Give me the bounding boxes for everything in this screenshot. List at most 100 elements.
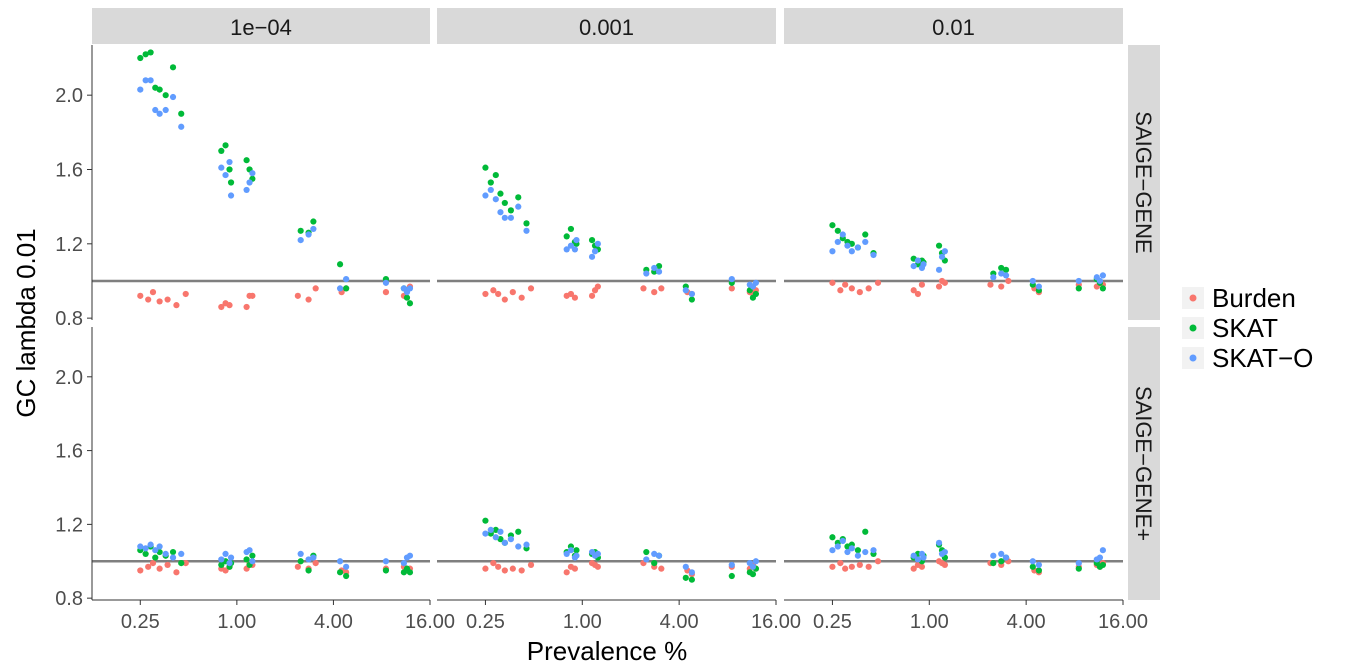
data-point [651, 264, 658, 272]
data-point [749, 571, 757, 578]
data-point [222, 567, 229, 574]
x-tick-label: 16.00 [405, 611, 455, 633]
data-point [406, 300, 414, 307]
strip-col-label-0: 1e−04 [230, 15, 292, 40]
data-point [162, 106, 169, 114]
x-tick-label: 16.00 [1098, 611, 1148, 633]
legend-key [1189, 324, 1197, 332]
x-tick-label: 1.00 [563, 611, 602, 633]
data-point [497, 209, 504, 216]
data-point [312, 560, 319, 567]
data-point [862, 528, 869, 535]
data-point [870, 251, 877, 259]
data-point [829, 534, 836, 541]
data-point [837, 287, 844, 294]
data-point [1002, 266, 1010, 273]
data-point [935, 266, 943, 273]
data-point [156, 543, 163, 550]
data-point [406, 285, 414, 292]
data-point [523, 541, 530, 548]
data-point [169, 554, 177, 561]
data-point [249, 552, 256, 559]
data-point [169, 93, 177, 101]
data-point [218, 561, 225, 569]
data-point [935, 283, 943, 290]
data-point [1035, 561, 1042, 569]
data-point [142, 51, 149, 58]
data-point [487, 526, 494, 534]
data-point [1075, 560, 1082, 567]
panel-r0-c2 [784, 222, 1123, 298]
legend-label: Burden [1212, 283, 1296, 313]
data-point [343, 572, 350, 580]
x-tick-label: 1.00 [217, 611, 256, 633]
data-point [839, 537, 846, 545]
data-point [688, 296, 695, 303]
data-point [294, 563, 301, 570]
data-point [990, 560, 997, 567]
data-point [156, 565, 163, 572]
data-point [829, 279, 836, 286]
data-point [1096, 554, 1104, 561]
data-point [591, 248, 599, 255]
data-point [336, 285, 344, 292]
data-point [829, 222, 836, 229]
data-point [688, 290, 695, 298]
data-point [222, 550, 229, 557]
data-point [728, 572, 735, 580]
x-tick-label: 4.00 [660, 611, 699, 633]
data-point [643, 548, 650, 556]
data-point [497, 190, 504, 197]
data-point [910, 565, 917, 572]
data-point [844, 548, 851, 556]
data-point [152, 547, 159, 554]
data-point [658, 565, 665, 572]
data-point [918, 281, 926, 288]
data-point [752, 279, 760, 286]
data-point [910, 552, 917, 559]
data-point [518, 567, 525, 574]
data-point [563, 246, 570, 253]
data-point [655, 263, 663, 270]
data-point [573, 547, 580, 554]
data-point [834, 543, 841, 550]
data-point [856, 561, 863, 569]
y-tick-label: 1.6 [55, 159, 83, 181]
data-point [310, 554, 317, 561]
data-point [567, 290, 575, 298]
facet-panels [92, 49, 1123, 583]
data-point [594, 283, 601, 290]
data-point [218, 303, 225, 311]
x-tick-label: 0.25 [121, 611, 160, 633]
data-point [1035, 567, 1042, 574]
data-point [862, 238, 869, 246]
data-point [563, 569, 570, 576]
data-point [137, 54, 144, 62]
data-point [865, 563, 872, 570]
data-point [854, 552, 862, 559]
data-point [507, 536, 515, 543]
data-point [918, 563, 926, 570]
data-point [495, 290, 502, 298]
x-tick-label: 16.00 [751, 611, 801, 633]
data-point [848, 248, 855, 255]
data-point [162, 92, 169, 99]
data-point [588, 292, 596, 299]
data-point [563, 233, 570, 240]
data-point [403, 294, 411, 301]
data-point [482, 517, 489, 524]
data-point [834, 238, 841, 246]
data-point [1029, 558, 1036, 565]
data-point [571, 294, 579, 301]
data-point [142, 77, 149, 84]
data-point [156, 110, 163, 117]
panel-r1-c1 [437, 517, 776, 583]
data-point [142, 545, 149, 552]
data-point [249, 292, 256, 299]
panel-r1-c2 [784, 528, 1123, 576]
data-point [147, 77, 154, 84]
data-point [222, 171, 229, 179]
data-point [382, 567, 390, 574]
y-axis-title: GC lambda 0.01 [11, 228, 41, 417]
data-point [563, 550, 570, 557]
